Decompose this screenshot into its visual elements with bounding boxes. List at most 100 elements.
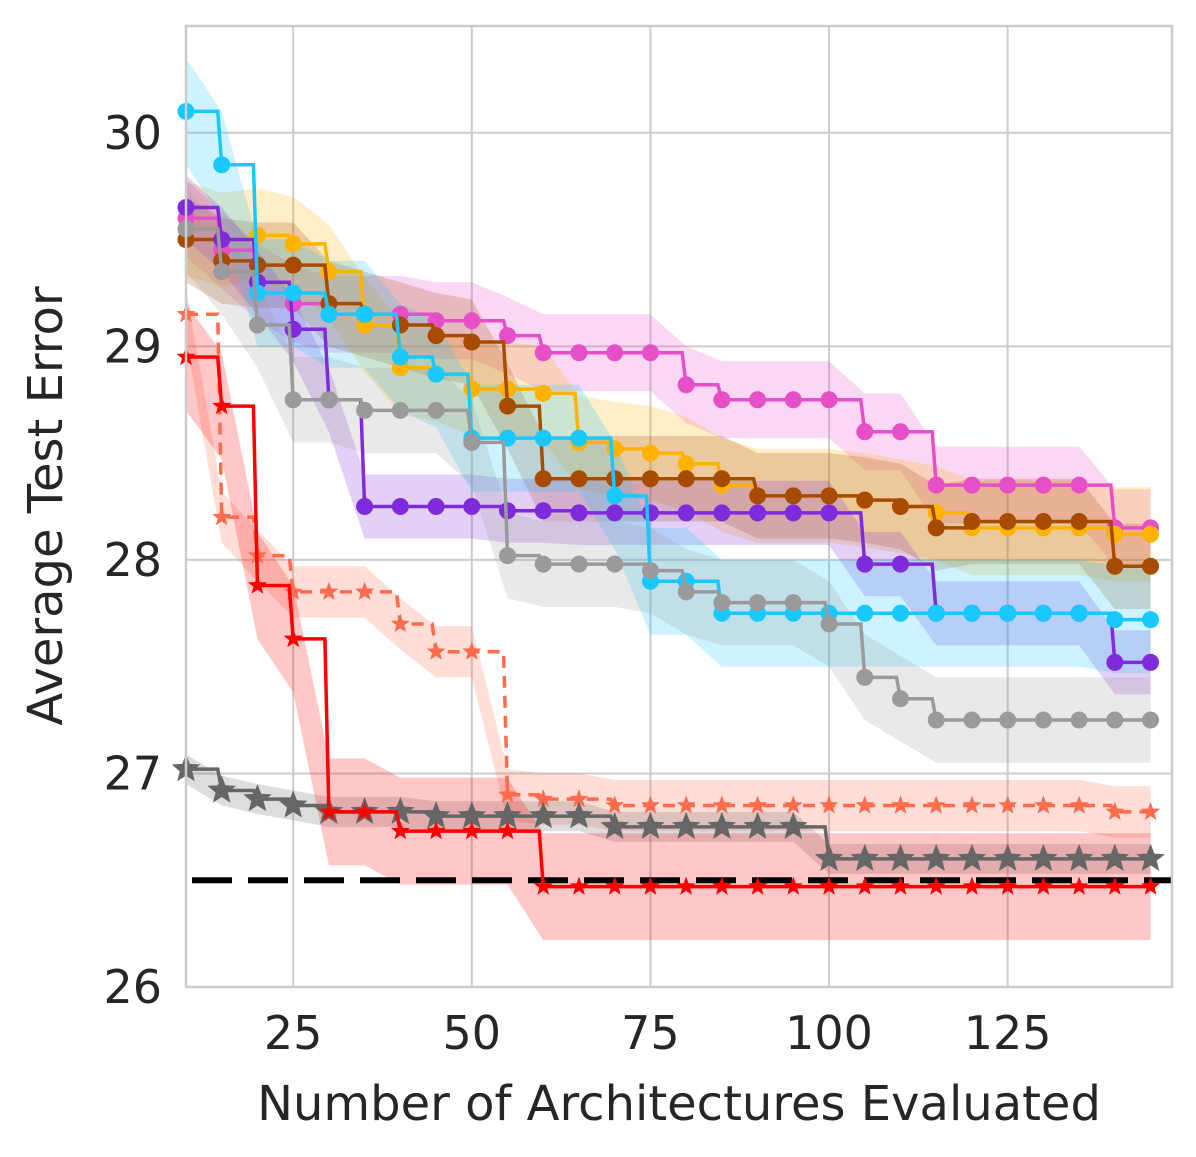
point-salmon	[1141, 801, 1161, 820]
point-brown	[713, 470, 731, 488]
point-salmon	[283, 581, 303, 600]
point-salmon	[462, 641, 482, 660]
point-red	[426, 821, 446, 840]
point-salmon	[998, 795, 1018, 814]
point-salmon	[891, 795, 910, 814]
point-red	[783, 876, 803, 895]
point-gray	[284, 391, 302, 409]
point-red	[1105, 876, 1125, 895]
point-red	[819, 876, 839, 895]
band-red	[186, 303, 1151, 941]
band-pink	[186, 179, 1151, 567]
point-brown	[999, 512, 1017, 530]
point-dark-gray	[243, 784, 272, 812]
point-dark-gray	[1064, 843, 1094, 871]
point-gray	[570, 555, 588, 573]
x-tick-label: 25	[264, 1006, 323, 1060]
point-dark-gray	[564, 801, 594, 829]
point-red	[891, 876, 910, 895]
point-salmon	[783, 795, 803, 814]
point-gray	[677, 583, 695, 601]
point-brown	[641, 470, 659, 488]
point-cyan	[320, 305, 338, 323]
point-red	[748, 876, 768, 895]
point-brown	[784, 487, 802, 505]
point-brown	[499, 397, 517, 415]
point-orange	[641, 444, 659, 462]
point-gray	[927, 711, 945, 729]
x-tick-label: 75	[621, 1006, 680, 1060]
point-red	[605, 876, 625, 895]
point-dark-gray	[743, 811, 772, 839]
point-dark-gray	[1100, 843, 1130, 871]
point-red	[676, 876, 696, 895]
point-dark-gray	[1029, 843, 1058, 871]
point-pink	[499, 327, 517, 345]
point-red	[319, 801, 339, 820]
point-gray	[999, 711, 1017, 729]
point-gray	[1034, 711, 1052, 729]
point-red	[855, 876, 875, 895]
point-dark-gray	[278, 790, 308, 818]
point-purple	[820, 504, 838, 522]
y-tick-label: 30	[103, 106, 162, 160]
point-brown	[749, 487, 767, 505]
plot-frame	[184, 24, 1174, 989]
point-cyan	[248, 284, 266, 302]
point-pink	[1034, 476, 1052, 494]
point-orange	[463, 380, 481, 398]
point-salmon	[533, 789, 553, 808]
point-red	[1141, 876, 1161, 895]
point-cyan	[391, 348, 409, 366]
point-brown	[856, 491, 874, 509]
point-purple	[784, 504, 802, 522]
point-salmon	[426, 641, 446, 660]
point-pink	[999, 476, 1017, 494]
y-tick-label: 27	[103, 746, 162, 800]
point-cyan	[356, 305, 374, 323]
point-salmon	[676, 795, 696, 814]
point-cyan	[606, 487, 624, 505]
point-dark-gray	[886, 843, 915, 871]
point-brown	[963, 512, 981, 530]
point-cyan	[570, 429, 588, 447]
point-pink	[463, 312, 481, 330]
point-brown	[570, 470, 588, 488]
point-orange	[606, 440, 624, 458]
y-tick-labels: 26 27 28 29 30	[103, 106, 162, 1014]
point-red	[1033, 876, 1053, 895]
point-brown	[1070, 512, 1088, 530]
y-tick-label: 29	[103, 319, 162, 373]
point-brown	[534, 470, 552, 488]
point-gray	[534, 555, 552, 573]
point-gray	[320, 391, 338, 409]
point-dark-gray	[636, 811, 665, 839]
point-gray	[784, 594, 802, 612]
point-pink	[606, 344, 624, 362]
point-red	[462, 821, 482, 840]
point-pink	[1070, 476, 1088, 494]
point-salmon	[1069, 795, 1089, 814]
point-salmon	[569, 789, 589, 808]
point-dark-gray	[922, 843, 951, 871]
point-purple	[534, 502, 552, 520]
point-brown	[427, 327, 445, 345]
point-orange	[534, 384, 552, 402]
point-red	[962, 876, 982, 895]
series-layer	[171, 102, 1172, 895]
point-salmon	[712, 795, 732, 814]
band-dark-gray	[186, 754, 1151, 874]
point-dark-gray	[421, 801, 451, 829]
point-cyan	[1034, 604, 1052, 622]
point-gray	[463, 433, 481, 451]
point-salmon	[819, 795, 839, 814]
point-pink	[677, 376, 695, 394]
band-gray	[186, 186, 1151, 763]
point-salmon	[605, 795, 625, 814]
point-cyan	[284, 284, 302, 302]
point-orange	[677, 455, 695, 473]
y-axis-label: Average Test Error	[18, 286, 74, 725]
point-salmon	[748, 795, 768, 814]
point-purple	[1142, 653, 1160, 671]
point-red	[712, 876, 732, 895]
